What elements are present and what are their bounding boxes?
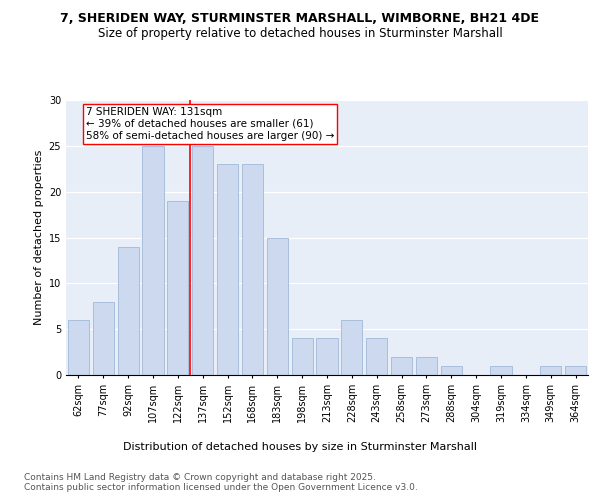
Text: 7, SHERIDEN WAY, STURMINSTER MARSHALL, WIMBORNE, BH21 4DE: 7, SHERIDEN WAY, STURMINSTER MARSHALL, W… bbox=[61, 12, 539, 26]
Bar bbox=[217, 164, 238, 375]
Bar bbox=[490, 366, 512, 375]
Bar bbox=[366, 338, 387, 375]
Bar bbox=[68, 320, 89, 375]
Bar bbox=[316, 338, 338, 375]
Text: 7 SHERIDEN WAY: 131sqm
← 39% of detached houses are smaller (61)
58% of semi-det: 7 SHERIDEN WAY: 131sqm ← 39% of detached… bbox=[86, 108, 334, 140]
Bar bbox=[167, 201, 188, 375]
Text: Contains HM Land Registry data © Crown copyright and database right 2025.
Contai: Contains HM Land Registry data © Crown c… bbox=[24, 472, 418, 492]
Bar bbox=[267, 238, 288, 375]
Text: Distribution of detached houses by size in Sturminster Marshall: Distribution of detached houses by size … bbox=[123, 442, 477, 452]
Bar bbox=[93, 302, 114, 375]
Bar bbox=[118, 246, 139, 375]
Bar bbox=[242, 164, 263, 375]
Y-axis label: Number of detached properties: Number of detached properties bbox=[34, 150, 44, 325]
Bar bbox=[292, 338, 313, 375]
Bar bbox=[441, 366, 462, 375]
Bar bbox=[416, 356, 437, 375]
Text: Size of property relative to detached houses in Sturminster Marshall: Size of property relative to detached ho… bbox=[98, 28, 502, 40]
Bar bbox=[540, 366, 561, 375]
Bar bbox=[341, 320, 362, 375]
Bar bbox=[192, 146, 213, 375]
Bar bbox=[391, 356, 412, 375]
Bar bbox=[565, 366, 586, 375]
Bar bbox=[142, 146, 164, 375]
